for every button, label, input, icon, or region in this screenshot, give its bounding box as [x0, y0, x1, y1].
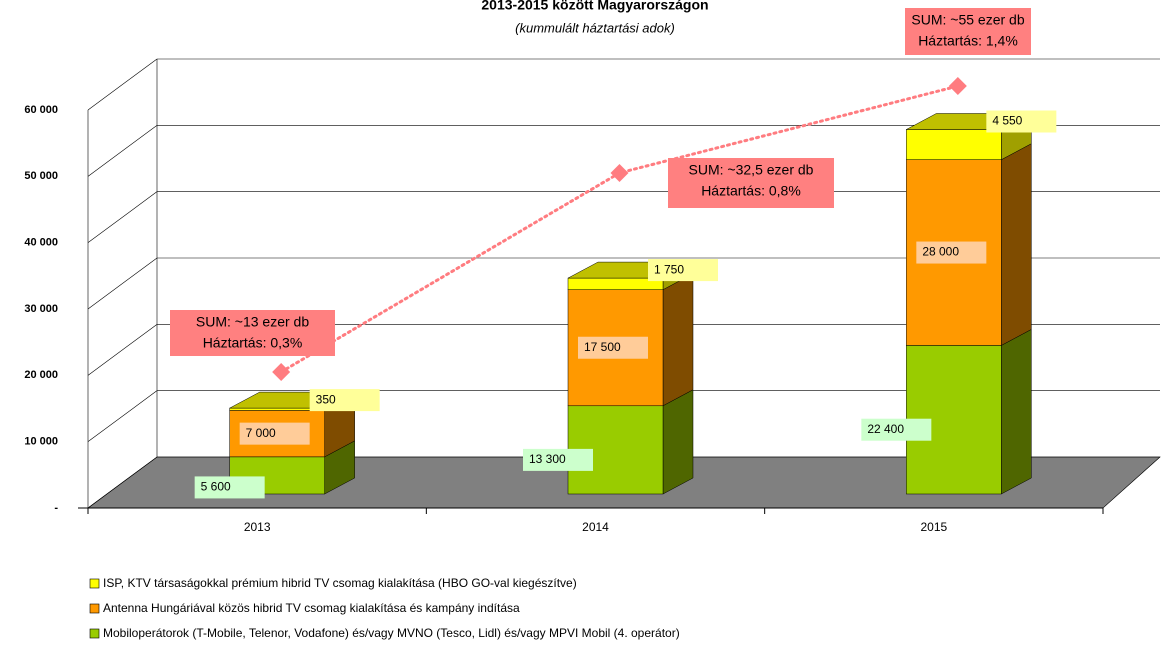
data-label-bg: [861, 418, 932, 441]
bar-side: [662, 389, 694, 495]
data-label-text: 13 300: [529, 452, 566, 466]
annotation-bg: [905, 8, 1031, 55]
chart-title: 2013-2015 között Magyarországon: [481, 0, 708, 13]
x-tick-label: 2013: [244, 520, 271, 534]
grid-line: [87, 58, 158, 111]
data-label-bg: [648, 259, 718, 282]
legend-swatch: [89, 628, 100, 639]
annotation-bg: [668, 158, 834, 208]
sum-marker: [272, 362, 291, 381]
legend-label: Mobiloperátorok (T-Mobile, Telenor, Voda…: [103, 626, 680, 640]
grid-line: [87, 125, 158, 177]
bar-side: [662, 273, 694, 407]
data-label: 22 400: [861, 418, 932, 441]
data-label-bg: [523, 448, 593, 471]
data-label-text: 1 750: [654, 262, 684, 276]
data-label-bg: [986, 110, 1057, 133]
legend-swatch: [89, 603, 100, 614]
data-label-text: 4 550: [992, 114, 1022, 128]
data-label-bg: [194, 476, 265, 499]
x-tick-label: 2015: [920, 520, 947, 534]
annotation-text: SUM: ~55 ezer db: [911, 12, 1024, 28]
data-label-bg: [578, 336, 648, 359]
data-label-text: 5 600: [201, 480, 231, 494]
annotation-text: SUM: ~32,5 ezer db: [689, 162, 814, 178]
sum-marker: [948, 77, 967, 96]
data-label-bg: [309, 389, 380, 412]
data-label-text: 22 400: [867, 422, 904, 436]
legend-label: ISP, KTV társaságokkal prémium hibrid TV…: [103, 576, 577, 590]
y-tick-label: -: [54, 502, 58, 514]
annotation: SUM: ~55 ezer db Háztartás: 1,4%: [905, 8, 1031, 55]
y-tick-label: 30 000: [24, 303, 58, 315]
annotation: SUM: ~13 ezer db Háztartás: 0,3%: [170, 310, 335, 356]
annotation-text: Háztartás: 0,3%: [203, 335, 303, 351]
legend-label: Antenna Hungáriával közös hibrid TV csom…: [103, 601, 520, 615]
data-label-bg: [916, 241, 987, 264]
annotation-text: Háztartás: 0,8%: [701, 183, 801, 199]
data-label: 5 600: [194, 476, 265, 499]
legend-swatch: [89, 578, 100, 589]
x-tick-label: 2014: [582, 520, 609, 534]
data-label: 13 300: [523, 448, 593, 471]
bar-side: [1001, 328, 1032, 495]
grid-line: [87, 257, 158, 310]
annotation-bg: [170, 310, 335, 356]
data-label-text: 350: [316, 392, 336, 406]
data-label: 4 550: [986, 110, 1057, 133]
grid-line: [87, 191, 158, 243]
data-label: 17 500: [578, 336, 648, 359]
grid-line: [87, 390, 158, 442]
data-label-text: 17 500: [584, 340, 621, 354]
grid-line: [87, 456, 158, 509]
sum-marker: [610, 163, 629, 182]
data-label: 7 000: [239, 422, 310, 445]
grid-line: [87, 324, 158, 376]
data-label-bg: [239, 422, 310, 445]
y-tick-label: 10 000: [24, 436, 58, 448]
data-label: 28 000: [916, 241, 987, 264]
annotation-text: SUM: ~13 ezer db: [196, 314, 309, 330]
annotation-text: Háztartás: 1,4%: [918, 33, 1018, 49]
data-label-text: 28 000: [922, 245, 959, 259]
data-label: 350: [309, 389, 380, 412]
y-tick-label: 60 000: [24, 104, 58, 116]
bar: [906, 129, 1002, 160]
chart-subtitle: (kummulált háztartási adok): [515, 20, 675, 35]
y-tick-label: 40 000: [24, 237, 58, 249]
y-tick-label: 20 000: [24, 369, 58, 381]
data-label: 1 750: [648, 259, 718, 282]
y-tick-label: 50 000: [24, 170, 58, 182]
bar-side: [1001, 143, 1032, 346]
annotation: SUM: ~32,5 ezer db Háztartás: 0,8%: [668, 158, 834, 208]
data-label-text: 7 000: [246, 426, 276, 440]
